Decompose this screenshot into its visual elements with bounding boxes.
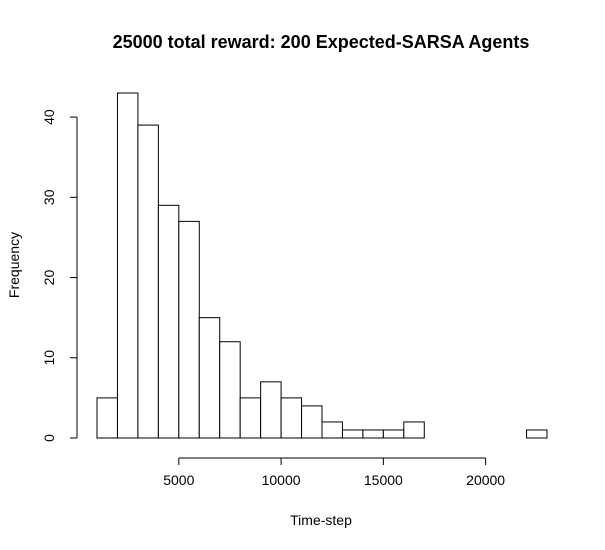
y-axis: 0 10 20 30 40 <box>41 109 78 442</box>
y-tick-label: 30 <box>41 189 57 205</box>
histogram-bar <box>280 397 303 439</box>
histogram-bar <box>260 381 282 439</box>
x-tick-label: 5000 <box>163 472 194 488</box>
histogram-bar <box>239 397 262 439</box>
histogram-bar <box>198 317 221 439</box>
x-tick-label: 20000 <box>466 472 505 488</box>
histogram-bar <box>403 421 425 439</box>
histogram-bar <box>362 429 384 439</box>
histogram-bar <box>137 124 159 439</box>
histogram-bars <box>96 92 548 439</box>
histogram-bar <box>382 429 405 439</box>
chart-title: 25000 total reward: 200 Expected-SARSA A… <box>113 32 530 52</box>
y-tick-label: 20 <box>41 270 57 286</box>
histogram-bar <box>178 220 200 439</box>
histogram-bar <box>301 405 323 439</box>
y-axis-label: Frequency <box>6 232 22 298</box>
histogram-bar <box>96 397 118 439</box>
x-tick-label: 10000 <box>262 472 301 488</box>
histogram-bar <box>526 429 548 439</box>
y-tick-label: 10 <box>41 350 57 366</box>
x-tick-label: 15000 <box>364 472 403 488</box>
histogram-bar <box>219 341 241 439</box>
y-tick-label: 40 <box>41 109 57 125</box>
histogram-bar <box>116 92 139 439</box>
histogram-bar <box>157 204 180 439</box>
histogram-bar <box>321 421 343 439</box>
y-tick-label: 0 <box>41 434 57 442</box>
x-axis-label: Time-step <box>290 512 352 528</box>
histogram-bar <box>341 429 364 439</box>
x-axis: 5000 10000 15000 20000 <box>163 457 505 488</box>
